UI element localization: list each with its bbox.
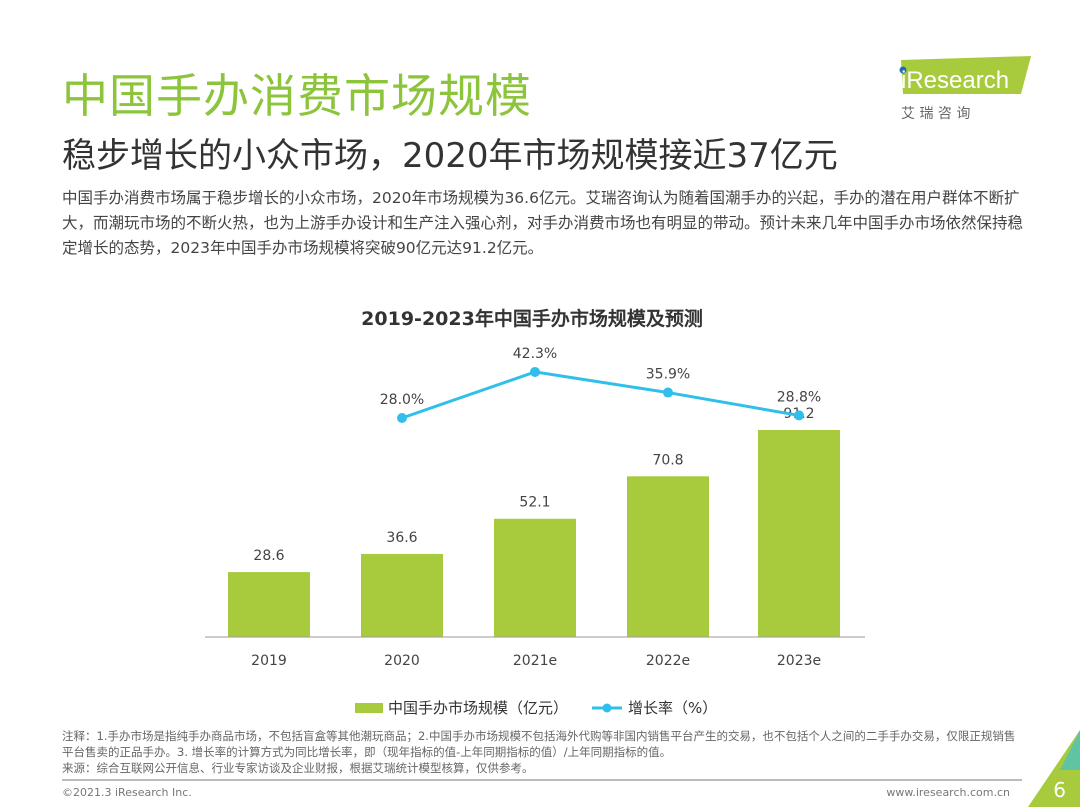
page-corner-decoration: [1028, 730, 1080, 807]
website-url: www.iresearch.com.cn: [886, 786, 1010, 799]
bar-2022e: [627, 476, 709, 637]
copyright: ©2021.3 iResearch Inc.: [62, 786, 192, 799]
chart-title: 2019-2023年中国手办市场规模及预测: [361, 307, 703, 330]
bar-2020: [361, 553, 443, 637]
growth-label: 35.9%: [646, 367, 690, 383]
notes: 注释：1.手办市场是指纯手办商品市场，不包括盲盒等其他潮玩商品；2.中国手办市场…: [62, 728, 1022, 776]
bar-label: 52.1: [519, 495, 550, 511]
bar-2021e: [494, 518, 576, 637]
legend: 中国手办市场规模（亿元） 增长率（%）: [355, 699, 717, 717]
growth-label: 42.3%: [513, 346, 557, 362]
bar-label: 70.8: [652, 452, 683, 468]
x-tick-label: 2019: [251, 653, 287, 669]
source-text: 来源：综合互联网公开信息、行业专家访谈及企业财报，根据艾瑞统计模型核算，仅供参考…: [62, 761, 534, 775]
growth-point: [397, 413, 407, 423]
growth-point: [530, 366, 540, 377]
legend-line-label: 增长率（%）: [628, 699, 717, 717]
svg-text:艾 瑞 咨 询: 艾 瑞 咨 询: [901, 106, 970, 122]
growth-label: 28.8%: [777, 389, 821, 405]
bar-label: 28.6: [253, 548, 284, 564]
growth-point: [663, 387, 673, 398]
growth-line: [401, 370, 800, 420]
description: 中国手办消费市场属于稳步增长的小众市场，2020年市场规模为36.6亿元。艾瑞咨…: [62, 189, 1024, 257]
note-text: 注释：1.手办市场是指纯手办商品市场，不包括盲盒等其他潮玩商品；2.中国手办市场…: [62, 729, 1016, 759]
growth-label: 28.0%: [380, 392, 424, 408]
legend-bar-label: 中国手办市场规模（亿元）: [388, 699, 568, 717]
footer-divider: [62, 779, 1022, 781]
svg-text:iResearch: iResearch: [901, 67, 1009, 94]
iresearch-logo: iResearch 艾 瑞 咨 询: [899, 56, 1031, 122]
x-tick-label: 2021e: [513, 653, 557, 669]
x-tick-label: 2023e: [777, 653, 821, 669]
growth-point: [794, 410, 804, 421]
x-tick-label: 2022e: [646, 653, 690, 669]
bar-2023e: [758, 429, 840, 637]
x-tick-label: 2020: [384, 653, 420, 669]
legend-bar-swatch: [355, 703, 383, 713]
page-number: 6: [1053, 778, 1066, 802]
page-subtitle: 稳步增长的小众市场，2020年市场规模接近37亿元: [62, 136, 838, 176]
page-title: 中国手办消费市场规模: [62, 69, 532, 123]
market-size-chart: 2019-2023年中国手办市场规模及预测 28.6 2019 36.6 2020 52…: [205, 307, 865, 717]
bar-label: 36.6: [386, 530, 417, 546]
bar-2019: [228, 572, 310, 637]
